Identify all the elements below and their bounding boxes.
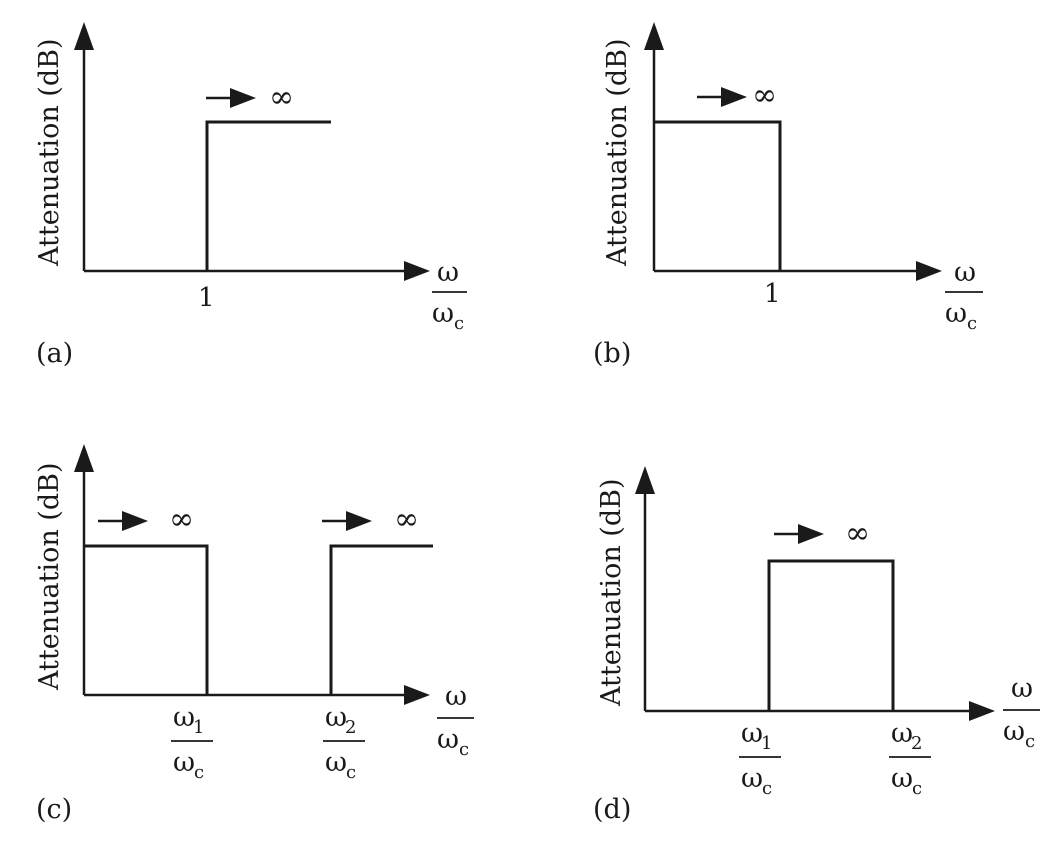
infinity-symbol-left: ∞ [169, 502, 194, 537]
infinity-symbol: ∞ [845, 516, 870, 551]
omega-numerator: ω [325, 702, 347, 733]
panel-c: Attenuation (dB) ∞ ∞ ω 1 ω c ω 2 ω c ω ω… [34, 444, 474, 825]
omega1-tick-label: ω 1 ω c [171, 702, 213, 783]
subscript-c: c [912, 778, 922, 799]
infinity-arrowhead [798, 524, 824, 544]
omega2-tick-label: ω 2 ω c [889, 718, 931, 799]
infinity-arrowhead [721, 87, 747, 107]
x-axis-arrowhead [404, 261, 430, 281]
subscript-c: c [459, 739, 469, 760]
subscript-c: c [346, 762, 356, 783]
subscript-c: c [1025, 731, 1035, 752]
infinity-symbol-right: ∞ [394, 502, 419, 537]
x-axis-label-fraction: ω ω c [437, 681, 474, 760]
infinity-symbol: ∞ [752, 78, 777, 113]
omega2-tick-label: ω 2 ω c [323, 702, 365, 783]
infinity-arrowhead [230, 88, 256, 108]
omega-c-denominator: ω [1003, 716, 1025, 747]
attenuation-curve-right [329, 544, 433, 695]
y-axis-arrowhead [74, 22, 94, 50]
omega-c-denominator: ω [325, 747, 347, 778]
panel-label: (b) [593, 338, 631, 369]
subscript-2: 2 [911, 733, 922, 754]
omega-c-denominator: ω [437, 724, 459, 755]
panel-label: (d) [593, 794, 631, 825]
omega-numerator: ω [1011, 673, 1033, 704]
infinity-arrowhead-left [122, 511, 148, 531]
panel-label: (a) [36, 338, 73, 369]
x-axis-label-fraction: ω ω c [432, 257, 467, 334]
attenuation-curve-left [84, 544, 209, 695]
omega-numerator: ω [741, 718, 763, 749]
omega-c-denominator: ω [432, 298, 454, 329]
omega-numerator: ω [173, 702, 195, 733]
y-axis-label: Attenuation (dB) [34, 39, 65, 267]
infinity-symbol: ∞ [269, 80, 294, 115]
omega-c-denominator: ω [891, 763, 913, 794]
y-axis-arrowhead [644, 22, 664, 50]
attenuation-curve [654, 120, 782, 271]
panel-b: Attenuation (dB) ∞ 1 ω ω c (b) [593, 22, 983, 369]
attenuation-curve [205, 120, 331, 271]
panel-d: Attenuation (dB) ∞ ω 1 ω c ω 2 ω c ω ω c… [593, 466, 1040, 825]
x-axis-arrowhead [969, 701, 995, 721]
y-axis-arrowhead [74, 444, 94, 472]
y-axis-label: Attenuation (dB) [602, 39, 633, 267]
omega1-tick-label: ω 1 ω c [739, 718, 781, 799]
omega-numerator: ω [891, 718, 913, 749]
subscript-1: 1 [193, 717, 204, 738]
panel-label: (c) [36, 794, 72, 825]
subscript-c: c [967, 313, 977, 334]
omega-numerator: ω [437, 257, 459, 288]
x-axis-arrowhead [916, 261, 942, 281]
panel-a: Attenuation (dB) ∞ 1 ω ω c (a) [34, 22, 467, 369]
subscript-2: 2 [345, 717, 356, 738]
omega-numerator: ω [954, 257, 976, 288]
x-axis-label-fraction: ω ω c [945, 257, 983, 334]
omega-numerator: ω [445, 681, 467, 712]
y-axis-arrowhead [635, 466, 655, 494]
y-axis-label: Attenuation (dB) [596, 479, 627, 707]
subscript-c: c [194, 762, 204, 783]
subscript-c: c [454, 313, 464, 334]
omega-c-denominator: ω [945, 298, 967, 329]
x-tick-label: 1 [764, 279, 781, 309]
omega-c-denominator: ω [173, 747, 195, 778]
x-axis-label-fraction: ω ω c [1003, 673, 1040, 752]
y-axis-label: Attenuation (dB) [34, 463, 65, 691]
subscript-c: c [762, 778, 772, 799]
x-axis-arrowhead [404, 685, 430, 705]
attenuation-curve [767, 559, 895, 711]
subscript-1: 1 [761, 733, 772, 754]
omega-c-denominator: ω [741, 763, 763, 794]
infinity-arrowhead-right [346, 511, 372, 531]
x-tick-label: 1 [198, 283, 215, 313]
